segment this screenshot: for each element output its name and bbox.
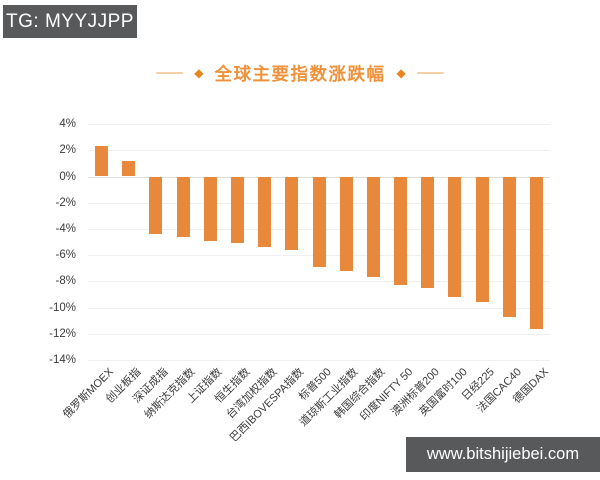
y-tick-label: -10% — [49, 302, 76, 314]
diamond-icon-left: ◆ — [194, 66, 204, 80]
gridline — [88, 334, 550, 335]
y-tick-label: -12% — [49, 328, 76, 340]
bar — [258, 176, 272, 248]
gridline — [88, 281, 550, 282]
bar — [502, 176, 516, 317]
bar — [339, 176, 353, 271]
watermark-telegram-badge: TG: MYYJJPP — [3, 5, 137, 38]
bar — [95, 146, 109, 177]
gridline — [88, 150, 550, 151]
diamond-icon-right: ◆ — [396, 66, 406, 80]
bar — [149, 176, 163, 235]
y-tick-label: -8% — [55, 275, 76, 287]
title-decor-line-left — [156, 72, 184, 74]
chart-title: 全球主要指数涨跌幅 — [214, 63, 386, 84]
y-tick-label: -2% — [55, 197, 76, 209]
bar — [366, 176, 380, 278]
gridline — [88, 124, 550, 125]
gridline — [88, 360, 550, 361]
bar — [122, 160, 136, 177]
title-decor-line-right — [416, 72, 444, 74]
bar — [285, 176, 299, 250]
y-tick-label: 2% — [59, 144, 76, 156]
y-tick-label: -6% — [55, 249, 76, 261]
watermark-telegram-text: TG: MYYJJPP — [6, 10, 134, 32]
bar — [421, 176, 435, 288]
watermark-website-text: www.bitshijiebei.com — [426, 445, 580, 463]
bar — [475, 176, 489, 303]
bar — [203, 176, 217, 241]
y-tick-label: 0% — [59, 171, 76, 183]
chart-title-row: ◆ 全球主要指数涨跌幅 ◆ — [0, 62, 600, 84]
y-tick-label: 4% — [59, 118, 76, 130]
bar — [231, 176, 244, 244]
watermark-website-badge: www.bitshijiebei.com — [406, 437, 600, 472]
bar — [312, 176, 326, 267]
bar — [176, 176, 190, 237]
gridline — [88, 308, 550, 309]
bar — [448, 176, 462, 297]
y-tick-label: -4% — [55, 223, 76, 235]
bar — [529, 176, 543, 329]
bar — [394, 176, 407, 286]
y-tick-label: -14% — [49, 354, 76, 366]
